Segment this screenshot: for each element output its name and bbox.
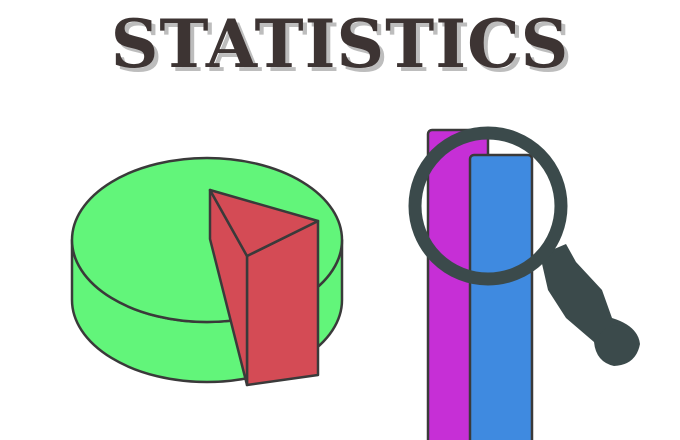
3d-pie-chart-icon [70,156,344,387]
magnifier-handle-knob [597,325,637,365]
pie-slice-top [208,188,320,258]
bar-chart-with-magnifying-glass-icon [408,126,640,440]
magnifier-lens-ring [408,126,568,286]
bar-front [468,153,534,440]
headline-title: STATISTICS [110,5,570,83]
magnifying-glass-icon [408,126,640,366]
